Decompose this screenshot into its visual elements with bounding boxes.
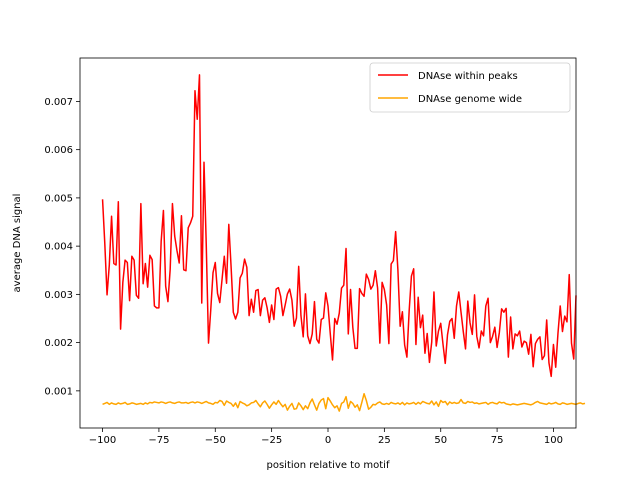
y-tick-label: 0.006: [44, 145, 73, 156]
y-tick-label: 0.002: [44, 338, 73, 349]
y-tick-label: 0.007: [44, 97, 73, 108]
legend-box: [369, 62, 571, 113]
y-tick-label: 0.005: [44, 193, 73, 204]
x-tick-label: −50: [205, 435, 226, 446]
x-tick-label: 50: [434, 435, 447, 446]
x-axis-label: position relative to motif: [267, 460, 390, 471]
x-tick-label: 75: [491, 435, 504, 446]
series-line-within-peaks: [101, 74, 577, 378]
y-axis: 0.001 0.002 0.003 0.004 0.005 0.006 0.007: [44, 97, 80, 397]
x-tick-label: −25: [261, 435, 282, 446]
legend: DNAse within peaks DNAse genome wide: [369, 62, 571, 113]
x-tick-label: −100: [89, 435, 116, 446]
x-axis: −100 −75 −50 −25 0 25 50 75 100: [89, 428, 563, 446]
series-line-genome-wide: [102, 393, 586, 412]
y-axis-label: average DNA signal: [12, 194, 23, 293]
legend-label-genome-wide: DNAse genome wide: [418, 94, 522, 105]
x-tick-label: 100: [544, 435, 563, 446]
x-tick-label: 25: [378, 435, 391, 446]
legend-label-within-peaks: DNAse within peaks: [418, 71, 518, 82]
y-tick-label: 0.001: [44, 386, 73, 397]
x-tick-label: 0: [325, 435, 331, 446]
y-tick-label: 0.003: [44, 290, 73, 301]
y-tick-label: 0.004: [44, 242, 73, 253]
series-layer: [101, 74, 586, 412]
x-tick-label: −75: [148, 435, 169, 446]
